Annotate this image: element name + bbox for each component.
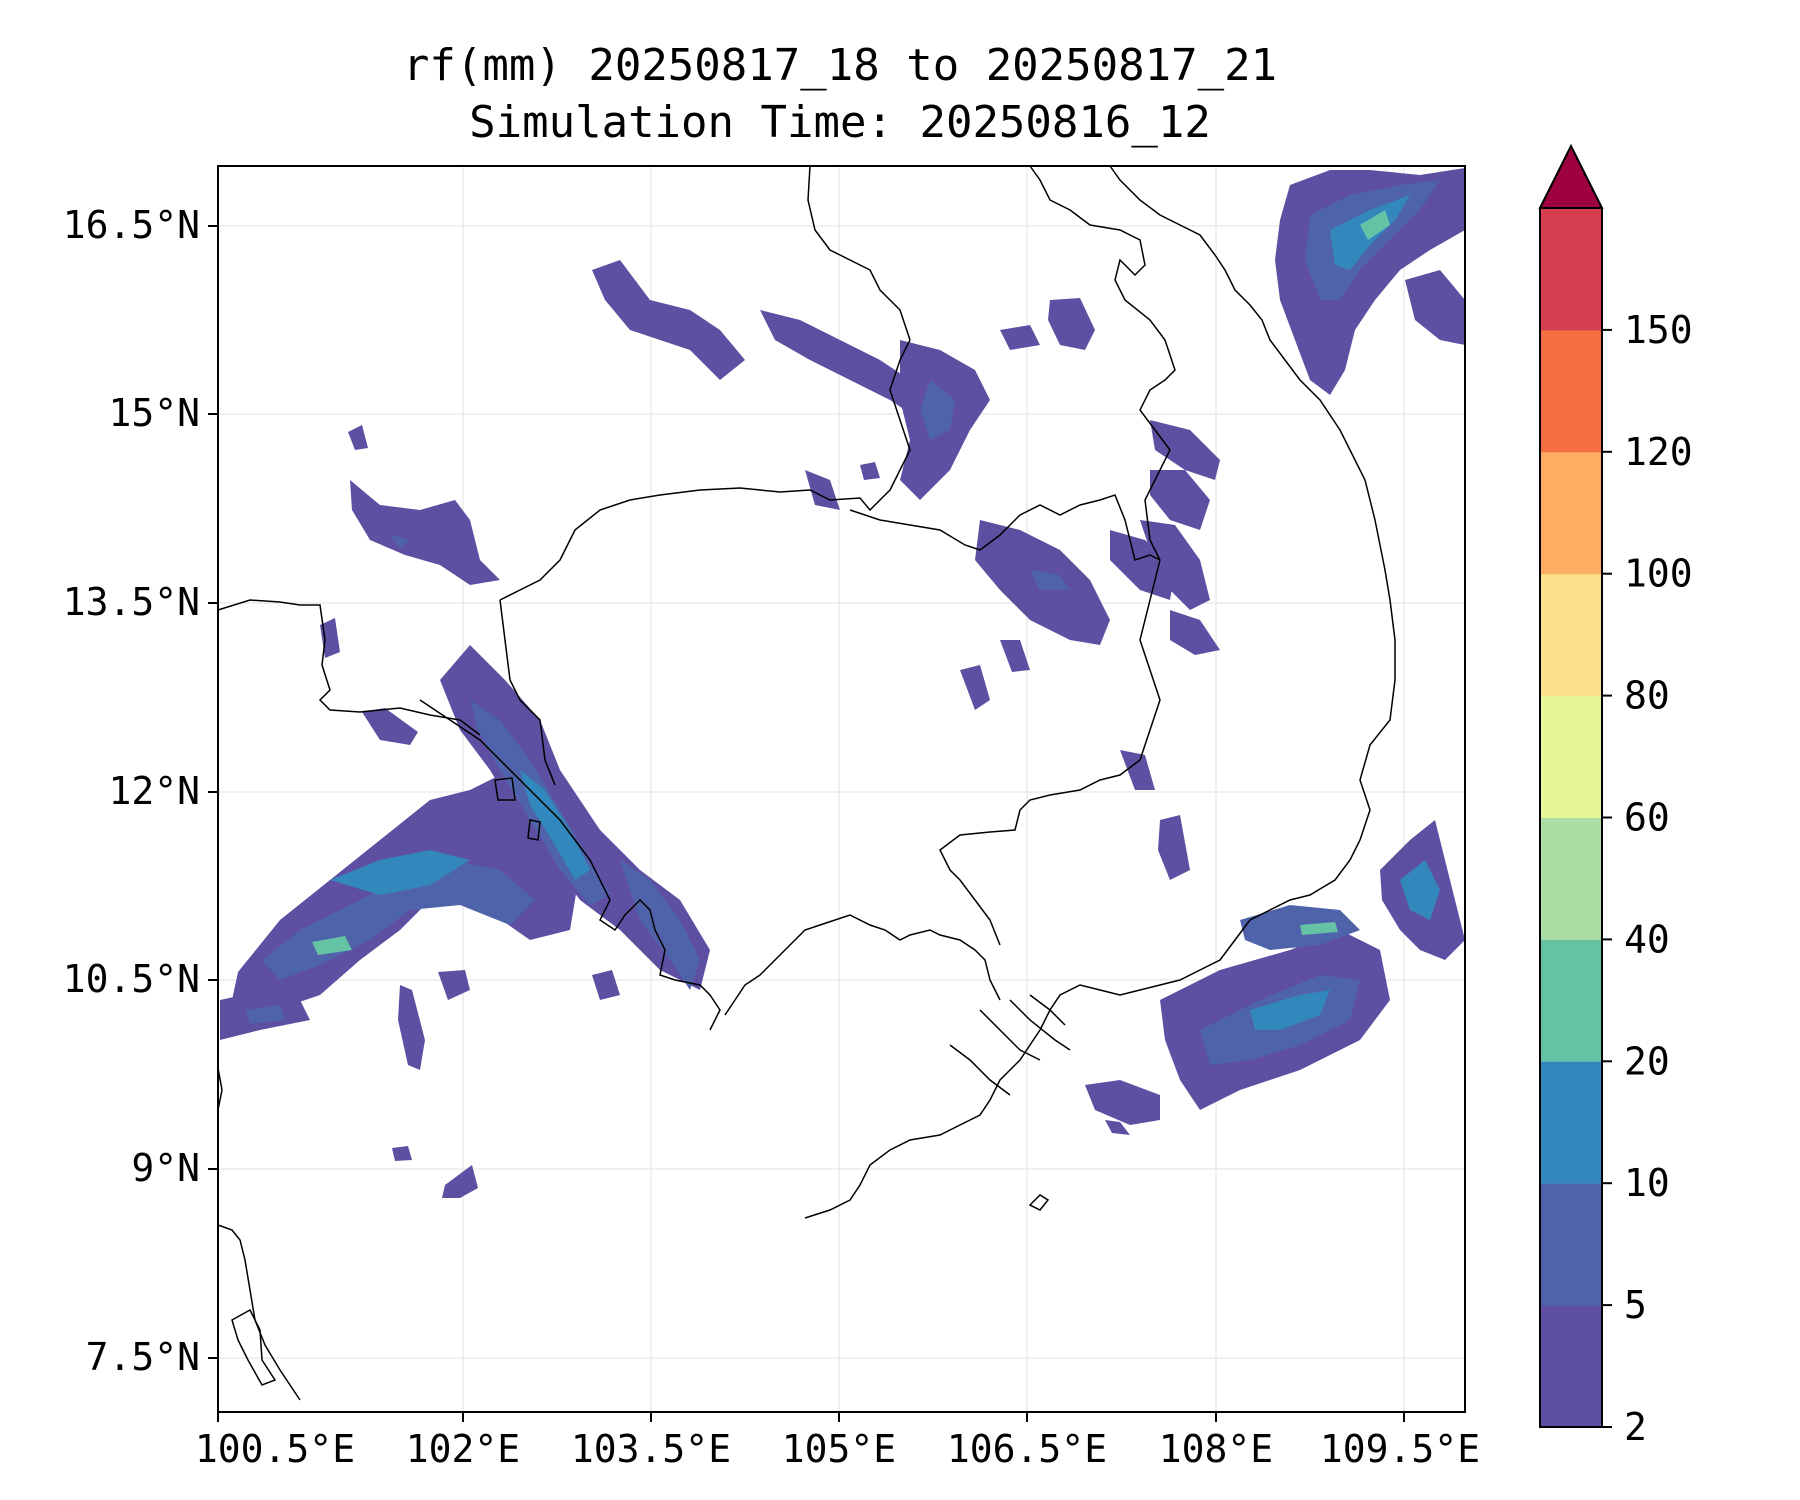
rain-area-east-central4 [1140,520,1210,610]
lon-tick-label: 100.5°E [195,1427,355,1471]
colorbar-segment [1540,573,1602,697]
rain-area-northeast-peak [1360,210,1390,240]
rain-area-southeast1-core [1400,860,1440,920]
rain-area-small3 [362,708,418,745]
colorbar-segment [1540,1061,1602,1184]
colorbar-tick-label: 2 [1624,1405,1647,1449]
map-title-line1: rf(mm) 20250817_18 to 20250817_21 [403,40,1277,91]
rain-area-small4 [392,1146,412,1161]
rain-area-north-band1 [592,260,745,380]
colorbar-extend-arrow [1538,143,1604,209]
rain-area-small1 [348,425,368,450]
rain-area-east-central10 [1150,420,1220,480]
rain-area-southeast4 [1085,1080,1160,1125]
rain-area-west-central-core [390,535,410,548]
colorbar-tick-label: 150 [1624,308,1693,352]
rain-area-southeast2-core2 [1250,990,1330,1030]
rain-area-east-central8 [1120,750,1155,790]
lon-tick-label: 105°E [782,1427,896,1471]
colorbar-segment [1540,695,1602,818]
rain-area-east-central1-core [1030,570,1070,590]
rain-area-east-central3 [1150,470,1210,530]
lat-tick-marks [208,225,218,1359]
lon-tick-label: 109.5°E [1320,1427,1480,1471]
lon-tick-label: 103.5°E [571,1427,731,1471]
colorbar-tick-label: 40 [1624,917,1670,961]
rain-area-southwest-peak [312,936,352,955]
rain-area-east-central6 [960,665,990,710]
colorbar-tick-label: 120 [1624,430,1693,474]
rain-area-small6 [398,985,425,1070]
rain-area-small2 [320,618,340,658]
rain-area-east-central7 [1000,640,1030,672]
colorbar-tick-label: 80 [1624,674,1670,718]
lon-tick-label: 106.5°E [947,1427,1107,1471]
rain-area-southeast3-peak [1300,922,1338,935]
rain-area-north-patch4 [1048,298,1095,350]
map-title-line2: Simulation Time: 20250816_12 [469,97,1211,148]
colorbar-segment [1540,1305,1602,1428]
lon-tick-labels: 100.5°E 102°E 103.5°E 105°E 106.5°E 108°… [195,1427,1480,1471]
colorbar-segment [1540,939,1602,1062]
colorbar-tick-label: 60 [1624,796,1670,840]
lat-tick-label: 13.5°N [63,580,200,624]
rain-area-north-patch7 [860,462,880,480]
rainfall-contours [220,168,1465,1198]
colorbar-segment [1540,1183,1602,1306]
rain-area-west-central [350,480,500,585]
lat-tick-labels: 16.5°N 15°N 13.5°N 12°N 10.5°N 9°N 7.5°N [63,203,200,1379]
map-frame [217,165,1466,1413]
rain-area-east-central2 [1110,530,1175,600]
rain-area-southwest-lower-core [245,1005,285,1024]
rain-area-small5 [442,1165,478,1198]
rain-area-east-central5 [1170,610,1220,655]
lat-tick-label: 10.5°N [63,957,200,1001]
colorbar-segment [1540,451,1602,575]
rain-area-southeast3 [1240,905,1360,950]
rain-area-east-central9 [1158,815,1190,880]
rain-area-small8 [592,970,620,1000]
colorbar: 2 5 10 20 40 60 80 100 120 150 [1538,143,1693,1449]
coastlines-borders [217,165,1396,1401]
rain-area-north-core3 [920,380,955,440]
colorbar-tick-label: 20 [1624,1039,1670,1083]
lat-tick-label: 7.5°N [86,1335,200,1379]
lat-tick-label: 15°N [108,391,200,435]
colorbar-tick-label: 10 [1624,1161,1670,1205]
colorbar-tick-label: 5 [1624,1283,1647,1327]
rain-area-northeast-right [1405,270,1465,345]
lat-tick-label: 9°N [131,1146,200,1190]
colorbar-tick-label: 100 [1624,552,1693,596]
colorbar-segment [1540,329,1602,453]
lat-tick-label: 12°N [108,769,200,813]
colorbar-segment [1540,208,1602,331]
rain-area-small7 [438,970,470,1000]
lat-tick-label: 16.5°N [63,203,200,247]
rain-area-southwest-core2 [330,850,470,895]
colorbar-segment [1540,817,1602,940]
rain-area-southeast5 [1105,1120,1130,1135]
lon-tick-label: 102°E [406,1427,520,1471]
rain-area-north-patch5 [1000,325,1040,350]
lon-tick-label: 108°E [1159,1427,1273,1471]
lon-tick-marks [217,1412,1405,1422]
rain-area-coast-east [620,860,700,990]
